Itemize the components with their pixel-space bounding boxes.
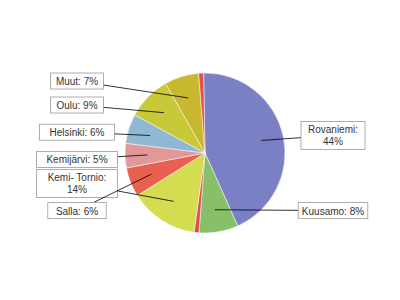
svg-text:Kemijärvi: 5%: Kemijärvi: 5% xyxy=(46,154,107,165)
svg-text:Rovaniemi:44%: Rovaniemi:44% xyxy=(308,124,358,147)
svg-text:Oulu: 9%: Oulu: 9% xyxy=(56,100,97,111)
svg-text:Kuusamo: 8%: Kuusamo: 8% xyxy=(302,205,364,216)
svg-text:Muut: 7%: Muut: 7% xyxy=(56,76,98,87)
svg-text:Salla: 6%: Salla: 6% xyxy=(56,205,98,216)
svg-text:Helsinki: 6%: Helsinki: 6% xyxy=(49,127,104,138)
svg-text:Kemi- Tornio:14%: Kemi- Tornio:14% xyxy=(48,172,107,195)
